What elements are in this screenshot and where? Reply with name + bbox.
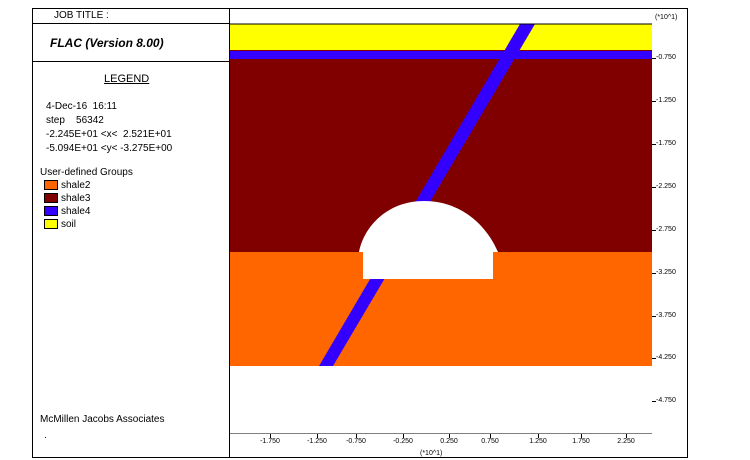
- plot-frame: [32, 8, 688, 458]
- x-tick-label: 2.250: [617, 438, 635, 445]
- legend-item-soil: soil: [44, 219, 76, 230]
- legend-label: shale2: [61, 180, 91, 191]
- legend-label: shale4: [61, 206, 91, 217]
- y-tick-mark: [652, 401, 656, 402]
- x-tick-label: 0.250: [440, 438, 458, 445]
- legend-step: step 56342: [46, 115, 104, 126]
- x-tick-label: -0.250: [393, 438, 413, 445]
- x-tick-label: 0.750: [481, 438, 499, 445]
- tunnel-excavation: [359, 201, 498, 279]
- x-tick-label: -1.250: [307, 438, 327, 445]
- legend-item-shale3: shale3: [44, 193, 90, 204]
- y-tick-label: -3.750: [656, 312, 676, 319]
- y-tick-label: -4.750: [656, 397, 676, 404]
- program-title: FLAC (Version 8.00): [32, 24, 230, 62]
- x-tick-mark: [449, 434, 450, 438]
- swatch-shale4: [44, 206, 58, 216]
- x-tick-label: -0.750: [346, 438, 366, 445]
- y-tick-label: -4.250: [656, 354, 676, 361]
- x-tick-mark: [270, 434, 271, 438]
- x-tick-mark: [403, 434, 404, 438]
- legend-title: LEGEND: [104, 73, 150, 85]
- y-tick-mark: [652, 273, 656, 274]
- footer-dot: .: [44, 430, 47, 441]
- swatch-shale3: [44, 193, 58, 203]
- y-tick-mark: [652, 187, 656, 188]
- company-name: McMillen Jacobs Associates: [40, 414, 165, 425]
- y-tick-mark: [652, 230, 656, 231]
- legend-label: shale3: [61, 193, 91, 204]
- x-tick-mark: [356, 434, 357, 438]
- x-tick-mark: [538, 434, 539, 438]
- y-tick-label: -0.750: [656, 54, 676, 61]
- y-tick-label: -2.750: [656, 226, 676, 233]
- x-tick-mark: [626, 434, 627, 438]
- y-tick-label: -3.250: [656, 269, 676, 276]
- x-tick-mark: [317, 434, 318, 438]
- legend-x-range: -2.245E+01 <x< 2.521E+01: [46, 129, 172, 140]
- model-plot: [230, 23, 652, 434]
- y-tick-label: -2.250: [656, 183, 676, 190]
- x-scale-note: (*10^1): [420, 450, 443, 457]
- soil-layer: [230, 24, 652, 50]
- shale4-band-horizontal: [230, 51, 652, 59]
- y-tick-label: -1.750: [656, 140, 676, 147]
- legend-label: soil: [61, 219, 77, 230]
- legend-item-shale4: shale4: [44, 206, 90, 217]
- job-title: JOB TITLE :: [32, 8, 230, 24]
- legend-y-range: -5.094E+01 <y< -3.275E+00: [46, 143, 173, 154]
- swatch-soil: [44, 219, 58, 229]
- x-tick-mark: [581, 434, 582, 438]
- legend-date-time: 4-Dec-16 16:11: [46, 101, 117, 112]
- shale4-dipping-band: [319, 24, 535, 366]
- y-tick-mark: [652, 144, 656, 145]
- x-tick-mark: [490, 434, 491, 438]
- y-tick-mark: [652, 58, 656, 59]
- x-tick-label: 1.250: [529, 438, 547, 445]
- swatch-shale2: [44, 180, 58, 190]
- y-tick-mark: [652, 101, 656, 102]
- legend-item-shale2: shale2: [44, 180, 90, 191]
- y-tick-mark: [652, 358, 656, 359]
- x-tick-label: 1.750: [572, 438, 590, 445]
- y-tick-mark: [652, 316, 656, 317]
- legend-panel: [32, 8, 230, 458]
- x-tick-label: -1.750: [260, 438, 280, 445]
- y-tick-label: -1.250: [656, 97, 676, 104]
- y-scale-note: (*10^1): [655, 14, 678, 21]
- groups-title: User-defined Groups: [40, 167, 133, 178]
